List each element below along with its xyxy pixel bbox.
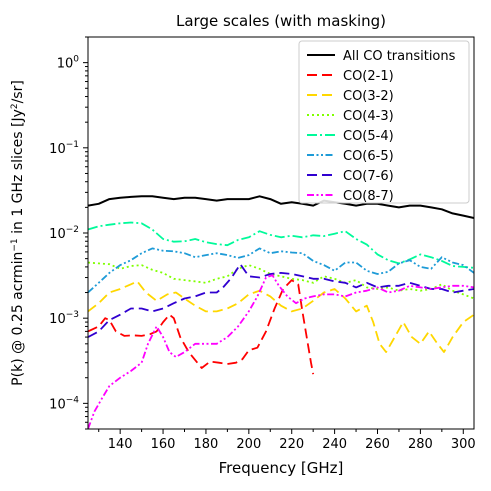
legend-label-7: CO(8-7) (343, 189, 394, 204)
series-line-6 (88, 263, 474, 338)
series-line-7 (88, 274, 474, 429)
y-tick-label: 10−2 (49, 225, 79, 242)
x-tick-label: 260 (365, 437, 390, 452)
x-tick-label: 240 (322, 437, 347, 452)
legend-label-5: CO(6-5) (343, 149, 394, 164)
series-line-1 (88, 279, 315, 375)
x-tick-label: 180 (194, 437, 219, 452)
y-tick-label: 100 (57, 55, 80, 72)
x-tick-label: 200 (236, 437, 261, 452)
y-axis-label: P(k) @ 0.25 acrmin−1 in 1 GHz slices [Jy… (10, 80, 26, 386)
series-line-5 (88, 247, 474, 294)
x-tick-label: 300 (451, 437, 476, 452)
y-axis: 10−4 10−3 10−2 10−1 100 (49, 36, 88, 430)
series-layer (88, 195, 474, 429)
legend-label-1: CO(2-1) (343, 69, 394, 84)
y-tick-label: 10−3 (49, 310, 79, 327)
legend-label-6: CO(7-6) (343, 169, 394, 184)
x-axis-label: Frequency [GHz] (219, 459, 344, 477)
y-tick-label: 10−4 (49, 395, 79, 412)
series-line-3 (88, 261, 474, 300)
chart-title: Large scales (with masking) (176, 12, 386, 30)
x-tick-label: 280 (408, 437, 433, 452)
y-tick-label: 10−1 (49, 140, 79, 157)
series-line-2 (88, 280, 474, 354)
legend: All CO transitions CO(2-1) CO(3-2) CO(4-3) C… (298, 40, 470, 204)
legend-label-2: CO(3-2) (343, 89, 394, 104)
x-tick-label: 140 (108, 437, 133, 452)
legend-label-0: All CO transitions (343, 49, 456, 64)
legend-label-4: CO(5-4) (343, 129, 394, 144)
series-line-0 (88, 195, 474, 219)
legend-label-3: CO(4-3) (343, 109, 394, 124)
x-axis: 140 160 180 200 220 240 260 280 300 (98, 429, 476, 452)
x-tick-label: 220 (279, 437, 304, 452)
legend-box (298, 40, 470, 204)
x-tick-label: 160 (151, 437, 176, 452)
